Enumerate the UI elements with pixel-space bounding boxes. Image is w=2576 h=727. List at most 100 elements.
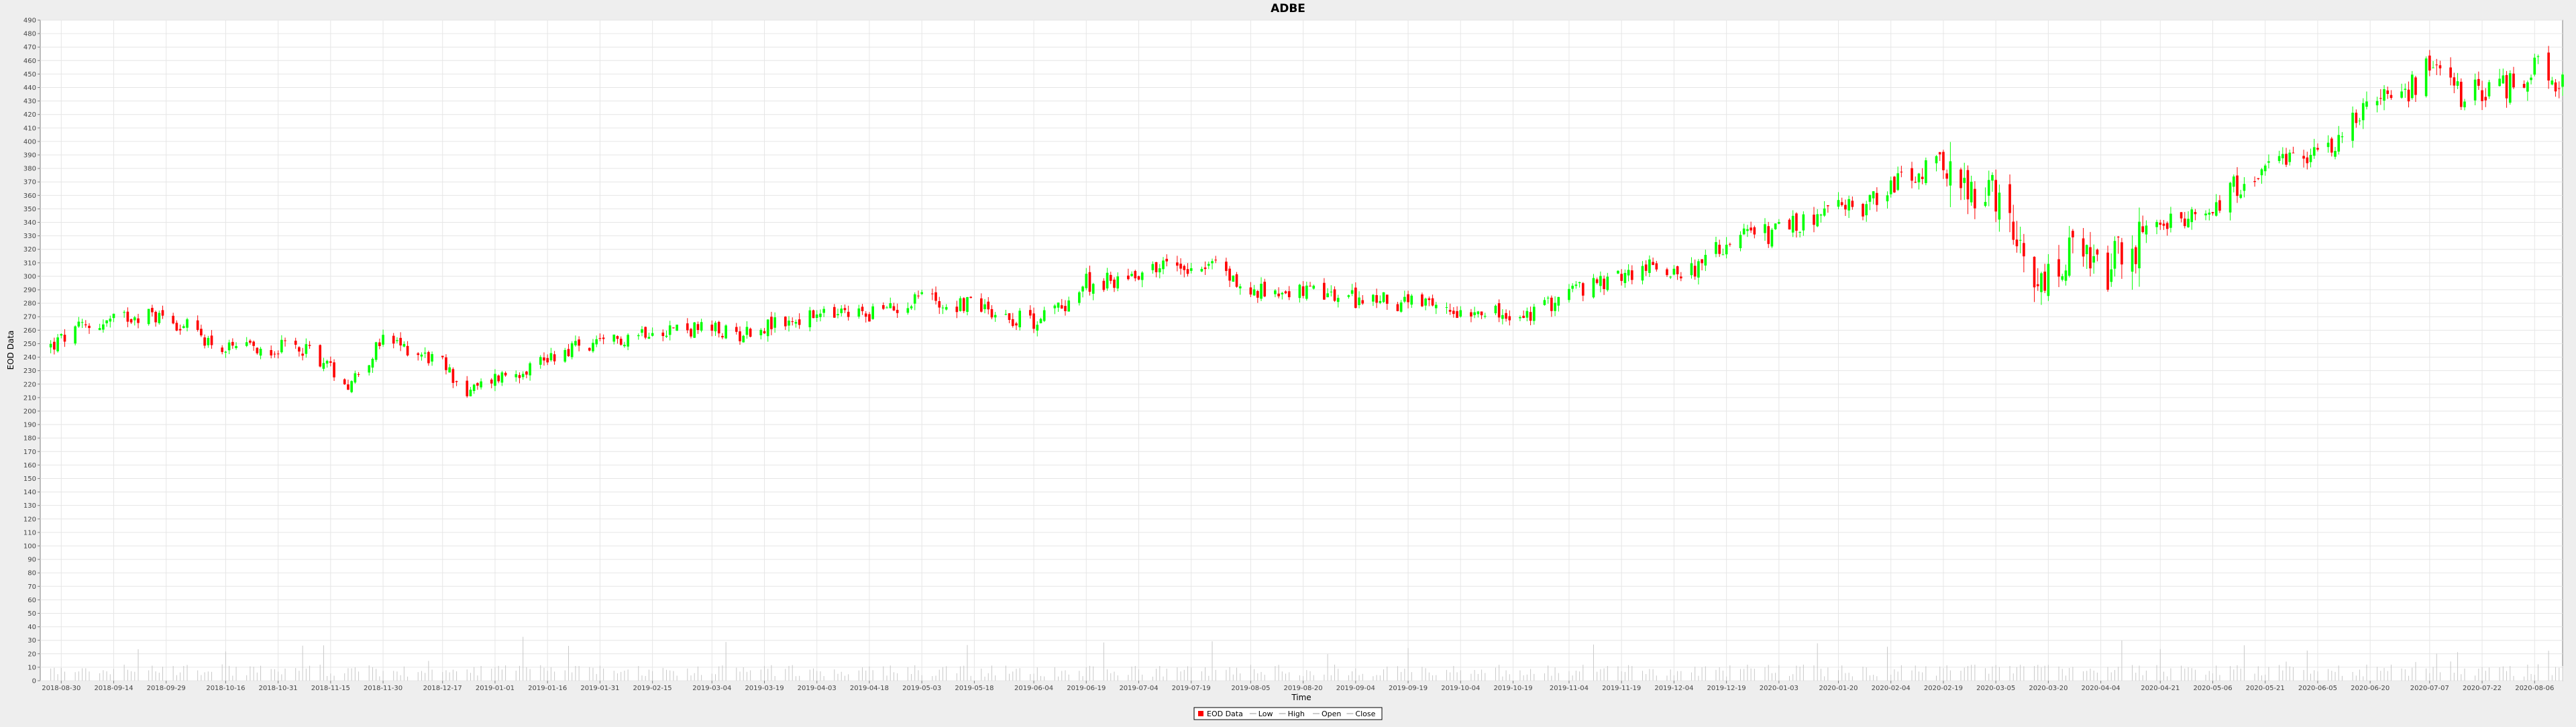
candle-body [2435, 64, 2438, 66]
candle-body [60, 334, 63, 336]
candle-body [354, 373, 357, 383]
candle-body [1004, 314, 1008, 315]
x-tick-label: 2020-07-07 [2410, 685, 2449, 692]
candle-body [2183, 218, 2186, 227]
candle-body [710, 325, 714, 331]
candle-body [1106, 272, 1109, 289]
candle-body [2386, 90, 2390, 95]
candle-body [1942, 152, 1945, 170]
candle-body [133, 317, 136, 321]
y-tick-label: 50 [28, 610, 36, 618]
candle-body [1729, 243, 1731, 245]
candle-body [2547, 52, 2550, 81]
candle-body [1137, 276, 1140, 280]
candle-body [1764, 224, 1766, 233]
candle-body [497, 375, 500, 382]
y-tick-label: 150 [23, 476, 36, 483]
candle-body [627, 335, 629, 347]
candle-body [2162, 223, 2165, 226]
candle-body [347, 384, 350, 390]
candle-body [1623, 272, 1627, 284]
x-tick-label: 2019-11-19 [1602, 685, 1641, 692]
candle-body [210, 335, 213, 345]
candle-body [1008, 313, 1011, 321]
candle-body [451, 369, 455, 383]
candle-body [1130, 274, 1133, 276]
candle-body [564, 349, 567, 362]
candle-body [2121, 242, 2123, 265]
candle-body [885, 307, 888, 309]
candle-body [186, 319, 189, 328]
candle-body [2229, 182, 2232, 213]
candle-body [2204, 213, 2207, 216]
candle-body [994, 315, 997, 318]
candle-body [249, 340, 252, 343]
candle-body [2061, 276, 2064, 280]
candle-body [1554, 302, 1556, 311]
x-tick-label: 2019-01-01 [476, 685, 515, 692]
candle-body [686, 323, 689, 331]
candle-body [1568, 288, 1570, 300]
candle-body [1837, 200, 1840, 207]
candle-body [742, 335, 745, 343]
candle-body [448, 367, 451, 373]
candle-body [399, 337, 402, 346]
x-tick-label: 2019-12-19 [1707, 685, 1746, 692]
candle-body [1385, 294, 1389, 304]
candles [49, 46, 2564, 398]
candle-body [2424, 58, 2428, 97]
y-tick-label: 200 [23, 408, 36, 415]
candle-body [203, 337, 206, 346]
candle-body [1333, 289, 1336, 301]
candle-body [80, 322, 84, 323]
candle-body [1354, 287, 1357, 309]
candle-body [2194, 212, 2197, 215]
candle-body [578, 339, 580, 346]
candle-body [500, 372, 504, 383]
candle-body [2263, 165, 2267, 172]
candle-body [595, 339, 598, 345]
candle-body [2337, 135, 2341, 152]
candle-body [371, 358, 374, 368]
candle-body [2533, 57, 2536, 75]
y-tick-label: 370 [23, 179, 36, 186]
candle-body [2316, 148, 2319, 150]
x-tick-label: 2019-08-05 [1231, 685, 1270, 692]
candle-body [1448, 310, 1452, 312]
candle-body [1966, 170, 1970, 200]
x-tick-label: 2019-11-04 [1550, 685, 1589, 692]
candle-body [161, 310, 164, 316]
candle-body [466, 380, 469, 396]
candle-body [1403, 296, 1406, 302]
candle-body [455, 381, 458, 382]
candle-body [843, 308, 847, 311]
candle-body [1921, 176, 1924, 179]
candle-body [690, 329, 692, 337]
candle-body [1617, 270, 1619, 274]
candle-body [1347, 295, 1350, 297]
candle-body [2484, 97, 2487, 101]
y-tick-label: 320 [23, 246, 36, 254]
candle-body [1249, 287, 1252, 295]
candle-body [2187, 219, 2190, 227]
candle-body [822, 309, 825, 313]
candle-body [1889, 180, 1892, 194]
candle-body [1134, 271, 1137, 278]
candle-body [1158, 268, 1161, 273]
candle-body [1627, 270, 1630, 276]
candle-body [857, 308, 861, 317]
candle-body [1911, 168, 1913, 181]
candle-body [788, 321, 790, 326]
candle-body [1770, 229, 1774, 247]
candle-body [2281, 154, 2284, 158]
y-tick-label: 420 [23, 111, 36, 119]
candle-body [2180, 212, 2183, 219]
candle-body [2106, 252, 2109, 290]
candle-body [1949, 161, 1952, 186]
candle-body [182, 326, 185, 328]
y-tick-label: 480 [23, 31, 36, 38]
candle-body [567, 349, 570, 357]
y-tick-label: 390 [23, 152, 36, 160]
legend-entry: High [1288, 710, 1305, 718]
candle-body [1361, 300, 1364, 304]
